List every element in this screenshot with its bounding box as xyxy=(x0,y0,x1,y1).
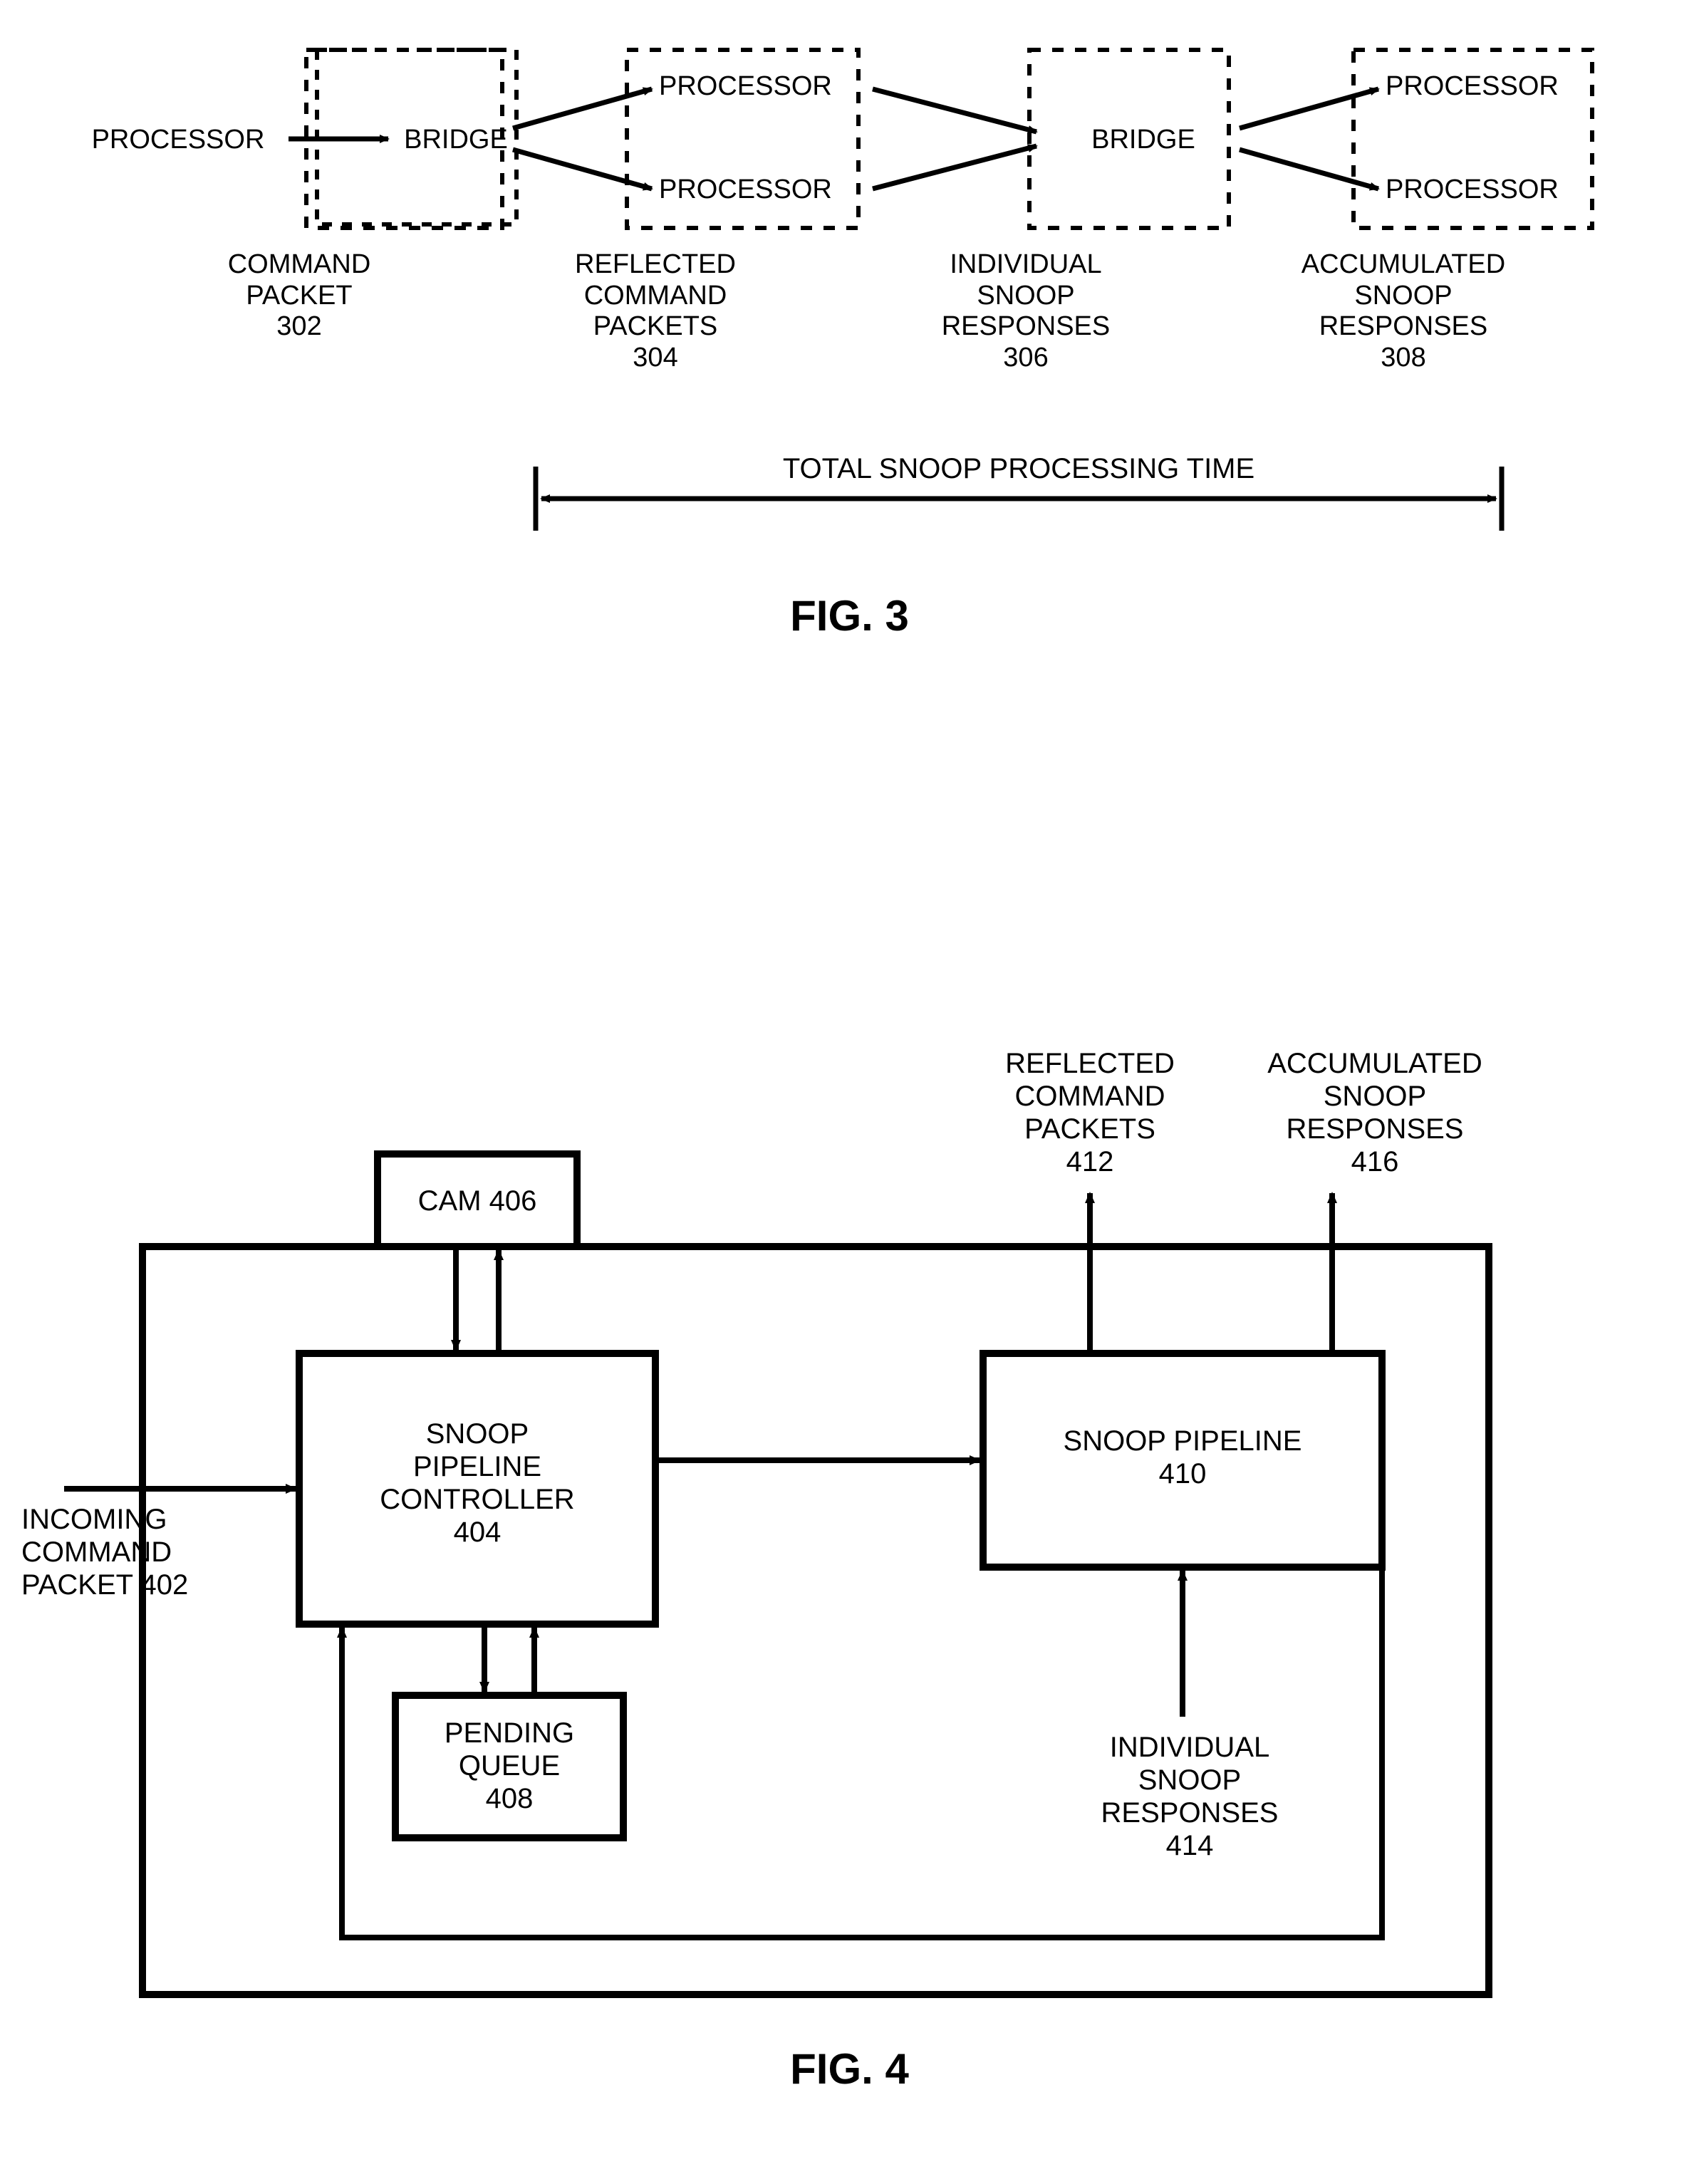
fig4-asr: ACCUMULATED SNOOP RESPONSES 416 xyxy=(1225,1047,1524,1178)
fig4-sp: SNOOP PIPELINE 410 xyxy=(983,1425,1382,1490)
fig3-proc-top2: PROCESSOR xyxy=(1386,71,1599,103)
fig4-rcp: REFLECTED COMMAND PACKETS 412 xyxy=(955,1047,1225,1178)
fig4-cam: CAM 406 xyxy=(378,1185,577,1217)
fig3-label-302: COMMAND PACKET 302 xyxy=(192,249,406,343)
fig4-pq: PENDING QUEUE 408 xyxy=(395,1717,623,1815)
fig4-incoming: INCOMING COMMAND PACKET 402 xyxy=(21,1503,292,1601)
fig3-snoop-time: TOTAL SNOOP PROCESSING TIME xyxy=(541,452,1496,485)
fig4-isr: INDIVIDUAL SNOOP RESPONSES 414 xyxy=(1054,1731,1325,1862)
fig3-canvas xyxy=(0,0,1699,784)
fig3-bridge2: BRIDGE xyxy=(1072,125,1215,156)
fig3-label-308: ACCUMULATED SNOOP RESPONSES 308 xyxy=(1254,249,1553,374)
fig3-label-304: REFLECTED COMMAND PACKETS 304 xyxy=(527,249,784,374)
fig4-title: FIG. 4 xyxy=(0,2044,1699,2094)
fig3-title: FIG. 3 xyxy=(0,591,1699,640)
fig3-proc-bot1: PROCESSOR xyxy=(659,175,873,206)
fig4-spc: SNOOP PIPELINE CONTROLLER 404 xyxy=(299,1418,655,1549)
fig3-label-306: INDIVIDUAL SNOOP RESPONSES 306 xyxy=(898,249,1154,374)
fig3-proc-top1: PROCESSOR xyxy=(659,71,873,103)
fig3-processor-left: PROCESSOR xyxy=(71,125,285,156)
fig3-bridge1: BRIDGE xyxy=(385,125,527,156)
fig3-proc-bot2: PROCESSOR xyxy=(1386,175,1599,206)
